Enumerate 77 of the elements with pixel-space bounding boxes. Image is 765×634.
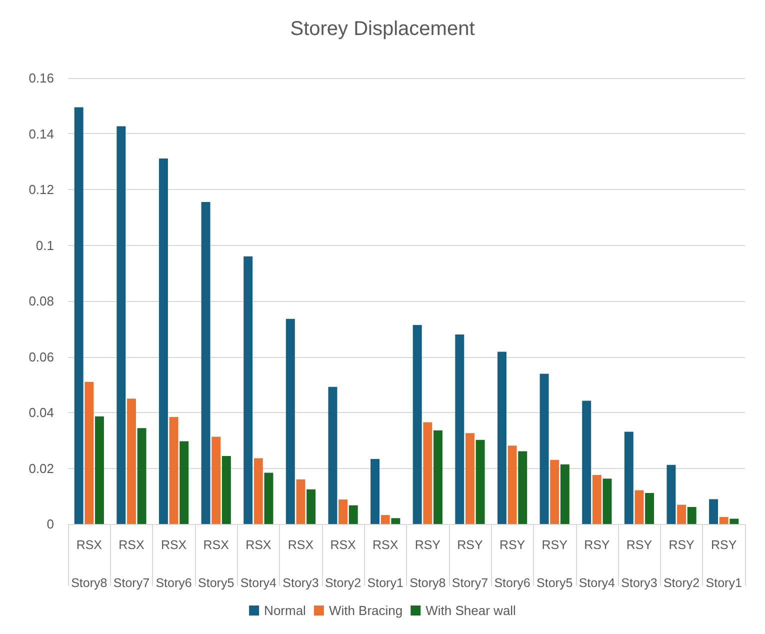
bar — [306, 489, 316, 524]
bar — [94, 416, 104, 524]
bar — [560, 464, 570, 524]
category-label: RSX Story4 — [240, 538, 276, 590]
bar — [582, 400, 592, 524]
bar — [624, 432, 634, 524]
category-label: RSY Story5 — [536, 538, 573, 590]
chart-title: Storey Displacement — [290, 18, 476, 40]
y-tick-label: 0.16 — [28, 70, 54, 86]
category-label: RSX Story5 — [198, 538, 234, 590]
legend-label: With Shear wall — [426, 603, 516, 618]
bar — [348, 505, 358, 524]
bar — [592, 474, 602, 524]
bar — [677, 504, 686, 524]
category-label: RSY Story7 — [452, 538, 488, 590]
category-label: RSX Story8 — [71, 538, 108, 590]
bar — [212, 436, 221, 524]
bar — [84, 382, 94, 524]
bar — [328, 386, 338, 524]
bar — [296, 479, 306, 524]
bar — [264, 472, 274, 524]
category-label: RSY Story4 — [578, 538, 615, 590]
bar — [423, 422, 432, 524]
category-label: RSX Story3 — [282, 538, 319, 590]
y-tick-label: 0.02 — [28, 460, 54, 476]
bar — [634, 490, 644, 524]
bar — [286, 318, 295, 524]
bar — [730, 518, 739, 524]
bar — [719, 517, 728, 524]
legend-label: With Bracing — [328, 603, 403, 618]
bar — [180, 441, 189, 524]
bar — [465, 433, 474, 524]
category-label: RSY Story3 — [621, 538, 658, 590]
bar — [244, 256, 253, 524]
category-label: RSY Story8 — [410, 538, 446, 590]
bar — [550, 460, 560, 524]
y-tick-label: 0.04 — [28, 405, 54, 420]
bar — [116, 126, 126, 524]
bar — [602, 478, 612, 524]
bar — [497, 352, 506, 524]
bar — [126, 398, 136, 524]
bar — [518, 451, 528, 524]
legend-label: Normal — [264, 603, 306, 618]
bar — [370, 459, 380, 524]
bar — [338, 499, 348, 524]
bar — [74, 107, 84, 524]
bar — [158, 158, 168, 524]
y-tick-label: 0.1 — [36, 238, 54, 253]
category-label: RSY Story2 — [663, 538, 700, 590]
bar — [433, 430, 442, 524]
bar — [508, 446, 517, 524]
y-tick-label: 0.14 — [28, 126, 54, 142]
bar — [412, 324, 422, 524]
bar — [666, 464, 676, 524]
y-tick-label: 0.08 — [28, 294, 54, 308]
bar — [254, 458, 263, 524]
bar — [687, 506, 696, 524]
bar — [540, 374, 549, 524]
bar — [169, 416, 178, 524]
y-tick-label: 0.12 — [28, 182, 54, 197]
category-label: RSY Story6 — [494, 538, 530, 590]
bar — [391, 518, 400, 524]
y-tick-label: 0 — [46, 516, 54, 532]
bar — [645, 493, 654, 524]
bar — [476, 440, 485, 524]
bar — [137, 428, 146, 524]
category-label: RSX Story6 — [156, 538, 192, 590]
bar — [709, 499, 718, 524]
y-tick-label: 0.06 — [28, 349, 54, 364]
category-label: RSY Story1 — [706, 538, 742, 590]
bar — [222, 456, 231, 524]
category-label: RSX Story2 — [324, 538, 362, 590]
category-label: RSX Story7 — [113, 538, 150, 590]
bar — [380, 515, 390, 524]
bar — [201, 202, 210, 524]
category-label: RSX Story1 — [367, 538, 404, 590]
bar — [455, 334, 464, 524]
